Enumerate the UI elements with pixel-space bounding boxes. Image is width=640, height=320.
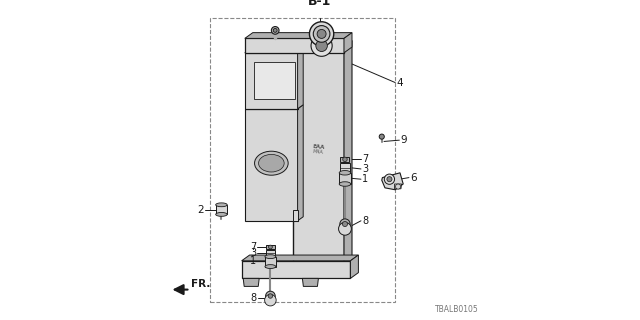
- Polygon shape: [266, 250, 275, 256]
- Polygon shape: [245, 49, 303, 53]
- Ellipse shape: [265, 265, 276, 268]
- Circle shape: [265, 294, 276, 306]
- Circle shape: [343, 157, 347, 162]
- Circle shape: [379, 134, 384, 139]
- Polygon shape: [339, 173, 351, 184]
- Polygon shape: [298, 49, 303, 109]
- Text: 6: 6: [410, 172, 417, 183]
- Polygon shape: [344, 33, 352, 53]
- Text: 5: 5: [280, 37, 286, 47]
- Text: B-1: B-1: [308, 0, 332, 8]
- Circle shape: [273, 28, 277, 32]
- Polygon shape: [266, 245, 275, 249]
- Ellipse shape: [216, 212, 227, 216]
- Circle shape: [342, 221, 348, 227]
- Text: 4: 4: [397, 77, 403, 88]
- Text: 2: 2: [197, 204, 204, 215]
- Circle shape: [311, 35, 332, 56]
- Circle shape: [269, 245, 273, 249]
- Polygon shape: [394, 184, 402, 189]
- Polygon shape: [344, 41, 352, 270]
- Ellipse shape: [216, 203, 227, 207]
- Circle shape: [317, 29, 326, 38]
- Circle shape: [266, 291, 275, 301]
- Bar: [210, 18, 396, 302]
- Ellipse shape: [265, 255, 276, 259]
- Ellipse shape: [339, 171, 351, 175]
- Circle shape: [314, 26, 330, 42]
- Circle shape: [310, 22, 334, 46]
- Polygon shape: [292, 210, 298, 221]
- Circle shape: [271, 27, 279, 34]
- Polygon shape: [381, 173, 403, 190]
- Circle shape: [387, 177, 392, 182]
- Polygon shape: [351, 255, 358, 278]
- Polygon shape: [245, 38, 344, 53]
- Circle shape: [396, 184, 401, 189]
- Polygon shape: [245, 109, 298, 221]
- Circle shape: [316, 40, 328, 52]
- Text: TBALB0105: TBALB0105: [435, 305, 479, 314]
- Text: 3: 3: [362, 164, 368, 174]
- Ellipse shape: [259, 154, 284, 172]
- Polygon shape: [242, 255, 358, 261]
- Polygon shape: [298, 105, 303, 221]
- Circle shape: [384, 174, 394, 184]
- Ellipse shape: [255, 151, 288, 175]
- Text: 8: 8: [250, 293, 257, 303]
- Text: 9: 9: [401, 135, 407, 145]
- Text: 7: 7: [362, 154, 368, 164]
- Polygon shape: [255, 62, 295, 99]
- Text: M4A: M4A: [313, 149, 324, 155]
- Polygon shape: [302, 278, 319, 286]
- Polygon shape: [292, 41, 352, 46]
- Circle shape: [340, 219, 350, 229]
- Text: 7: 7: [250, 242, 256, 252]
- Text: 1: 1: [362, 174, 368, 184]
- Polygon shape: [245, 33, 352, 38]
- Polygon shape: [292, 46, 344, 270]
- Text: EAA: EAA: [312, 144, 324, 150]
- Polygon shape: [245, 53, 298, 109]
- Circle shape: [339, 222, 351, 235]
- Polygon shape: [243, 278, 259, 286]
- Text: 8: 8: [362, 216, 368, 226]
- Text: 1: 1: [250, 256, 256, 267]
- Text: 3: 3: [250, 248, 256, 258]
- Text: FR.: FR.: [191, 279, 211, 289]
- Ellipse shape: [339, 182, 351, 186]
- Polygon shape: [340, 163, 350, 172]
- Polygon shape: [265, 257, 276, 267]
- Polygon shape: [242, 261, 351, 278]
- Polygon shape: [340, 157, 349, 162]
- Circle shape: [268, 294, 273, 298]
- Polygon shape: [216, 205, 227, 214]
